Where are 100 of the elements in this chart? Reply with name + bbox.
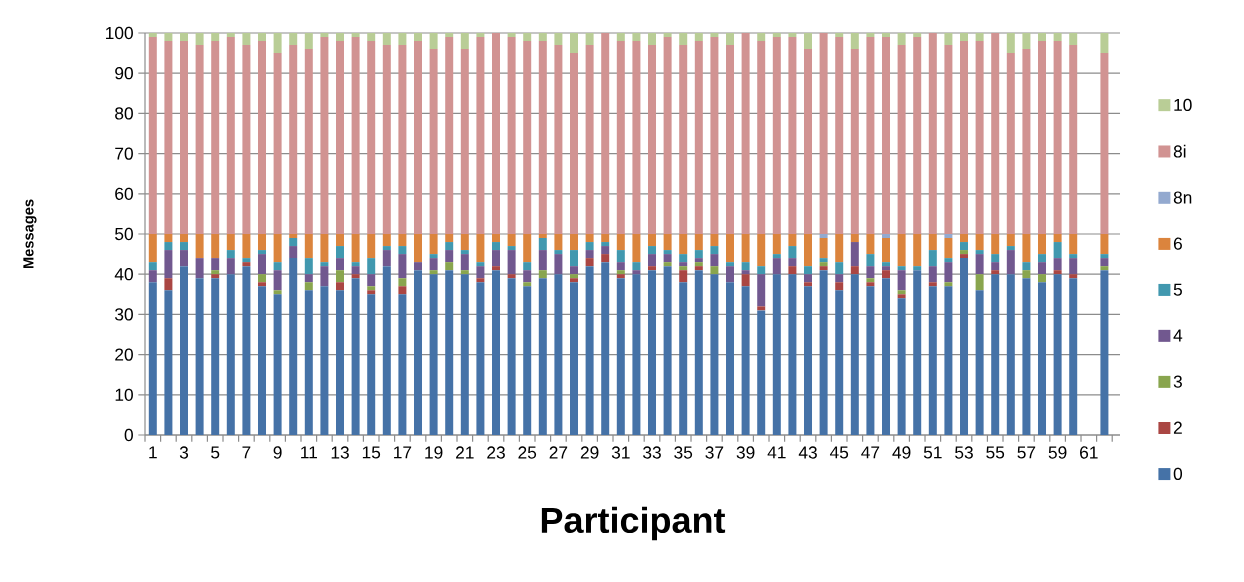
bar xyxy=(788,32,797,38)
bar xyxy=(960,32,969,42)
bar xyxy=(336,270,345,283)
bar xyxy=(429,254,438,259)
bar xyxy=(320,32,329,38)
bar xyxy=(336,290,345,435)
bar xyxy=(242,258,251,263)
bar xyxy=(336,41,345,234)
bar xyxy=(975,32,984,42)
bar xyxy=(850,32,859,50)
bar xyxy=(757,266,766,275)
bar xyxy=(211,41,220,234)
bar xyxy=(804,49,813,234)
y-tick-label: 50 xyxy=(115,227,133,241)
y-axis-title: Messages xyxy=(23,199,37,269)
bar xyxy=(382,32,391,46)
bar xyxy=(414,262,423,271)
x-tick-label: 49 xyxy=(892,446,911,459)
bar xyxy=(1038,282,1047,435)
x-tick-label: 25 xyxy=(518,446,537,459)
y-tick-label: 80 xyxy=(115,107,133,120)
bar xyxy=(429,49,438,234)
bar xyxy=(897,234,906,267)
bar xyxy=(289,32,298,46)
bar xyxy=(554,234,563,251)
bar xyxy=(850,266,859,275)
bar xyxy=(679,32,688,46)
bar xyxy=(585,234,594,243)
bar xyxy=(336,234,345,247)
bar xyxy=(367,286,376,291)
y-tick-label: 40 xyxy=(114,268,133,281)
bar xyxy=(304,282,313,291)
bar xyxy=(960,258,969,435)
bar xyxy=(585,266,594,435)
bar xyxy=(304,290,313,435)
x-tick-label: 29 xyxy=(580,446,599,459)
bar xyxy=(897,266,906,271)
bar xyxy=(991,234,1000,255)
bar xyxy=(336,32,345,42)
bar xyxy=(398,286,407,295)
bar xyxy=(148,234,157,263)
bar xyxy=(507,250,516,275)
bar xyxy=(570,250,579,267)
bar xyxy=(492,32,501,234)
bar xyxy=(538,41,547,234)
bar xyxy=(585,258,594,267)
x-tick-label: 11 xyxy=(301,446,317,459)
bar xyxy=(351,234,360,263)
bar xyxy=(991,262,1000,271)
bar xyxy=(616,32,625,42)
x-tick-label: 7 xyxy=(242,446,251,459)
bar xyxy=(460,234,469,251)
bar xyxy=(351,262,360,267)
bar xyxy=(476,37,485,234)
bar xyxy=(242,45,251,234)
bar xyxy=(554,45,563,234)
x-tick-label: 19 xyxy=(425,446,443,459)
bar xyxy=(1022,262,1031,271)
x-tick-label: 27 xyxy=(549,446,568,459)
bar xyxy=(554,250,563,255)
bar xyxy=(1069,278,1078,435)
bar xyxy=(258,254,267,275)
bar xyxy=(382,45,391,234)
bar xyxy=(570,32,579,54)
bar xyxy=(694,258,703,263)
bar xyxy=(741,234,750,263)
bar xyxy=(835,37,844,234)
bar xyxy=(523,32,532,42)
bar xyxy=(679,262,688,267)
bar xyxy=(679,234,688,255)
bar xyxy=(991,254,1000,263)
bar xyxy=(882,238,891,263)
bar xyxy=(1100,270,1109,435)
bar xyxy=(866,254,875,267)
bar xyxy=(788,274,797,435)
bar xyxy=(866,282,875,287)
bar xyxy=(460,270,469,275)
bar xyxy=(304,258,313,275)
bar xyxy=(242,234,251,259)
x-tick-label: 37 xyxy=(705,446,724,459)
x-tick-label: 55 xyxy=(986,446,1005,459)
bar xyxy=(429,32,438,50)
bar xyxy=(538,238,547,251)
bar xyxy=(320,262,329,267)
bar xyxy=(850,49,859,234)
bar xyxy=(1038,234,1047,255)
bar xyxy=(1053,41,1062,234)
bar xyxy=(445,32,454,38)
legend-label: 8n xyxy=(1173,191,1192,204)
bar xyxy=(460,32,469,50)
bar xyxy=(1022,32,1031,50)
bar xyxy=(679,45,688,234)
bar xyxy=(1069,274,1078,279)
bar xyxy=(694,234,703,251)
bar xyxy=(835,290,844,435)
bar xyxy=(226,32,235,38)
bar xyxy=(928,250,937,267)
bar xyxy=(1053,270,1062,275)
bar xyxy=(538,278,547,435)
bar xyxy=(960,41,969,234)
